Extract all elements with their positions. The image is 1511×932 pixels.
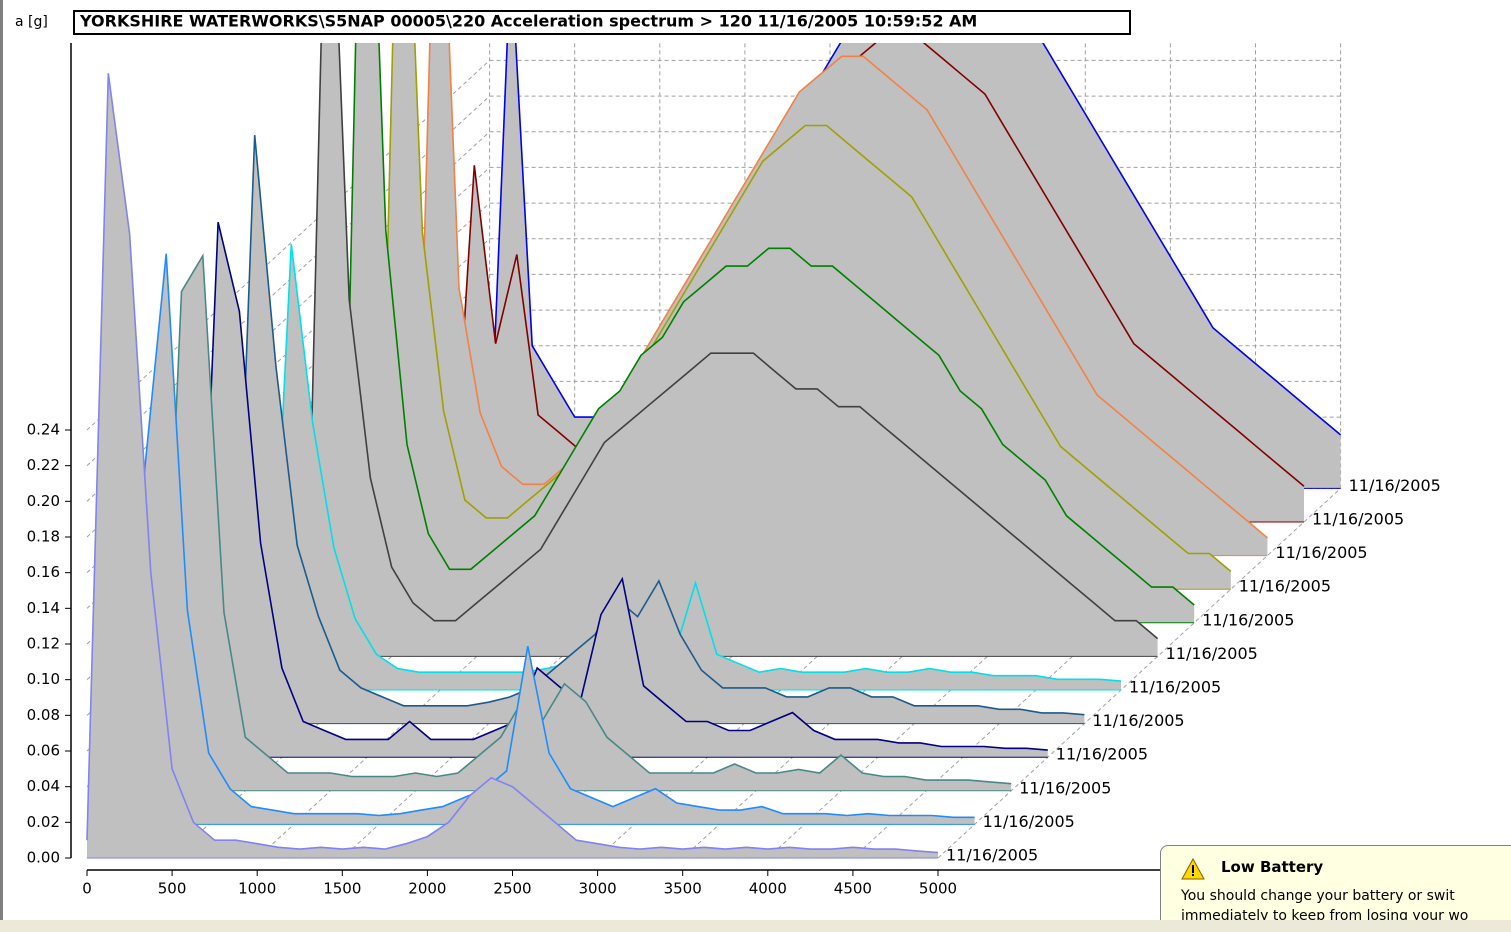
- y-tick-label: 0.16: [27, 563, 60, 581]
- x-tick-label: 0: [82, 880, 92, 898]
- legend-label: 11/16/2005: [1349, 476, 1441, 495]
- y-tick-label: 0.00: [27, 849, 60, 867]
- legend-label: 11/16/2005: [1312, 510, 1404, 529]
- x-tick-label: 2500: [493, 880, 531, 898]
- y-tick-label: 0.18: [27, 528, 60, 546]
- y-tick-label: 0.22: [27, 456, 60, 474]
- y-tick-label: 0.14: [27, 599, 60, 617]
- y-tick-label: 0.10: [27, 670, 60, 688]
- legend-label: 11/16/2005: [983, 812, 1075, 831]
- legend-label: 11/16/2005: [1092, 711, 1184, 730]
- x-tick-label: 3000: [579, 880, 617, 898]
- legend-label: 11/16/2005: [1239, 577, 1331, 596]
- x-tick-label: 4500: [834, 880, 872, 898]
- legend-label: 11/16/2005: [946, 846, 1038, 865]
- y-tick-label: 0.20: [27, 492, 60, 510]
- status-bar: [0, 920, 1511, 932]
- x-tick-label: 500: [158, 880, 187, 898]
- notification-title: Low Battery: [1221, 858, 1511, 876]
- y-tick-label: 0.12: [27, 635, 60, 653]
- window-border: [0, 0, 3, 920]
- x-tick-label: 5000: [919, 880, 957, 898]
- legend-label: 11/16/2005: [1202, 610, 1294, 629]
- x-tick-label: 2000: [408, 880, 446, 898]
- legend-label: 11/16/2005: [1019, 778, 1111, 797]
- x-tick-label: 3500: [664, 880, 702, 898]
- window: YORKSHIRE WATERWORKS\S5NAP 00005\220 Acc…: [0, 0, 1511, 932]
- x-tick-label: 1500: [323, 880, 361, 898]
- legend-label: 11/16/2005: [1166, 644, 1258, 663]
- y-tick-label: 0.04: [27, 777, 60, 795]
- notification-text: You should change your battery or swit: [1181, 886, 1511, 906]
- x-tick-label: 1000: [238, 880, 276, 898]
- legend-label: 11/16/2005: [1056, 745, 1148, 764]
- y-tick-label: 0.02: [27, 813, 60, 831]
- y-tick-label: 0.24: [27, 421, 60, 439]
- chart: YORKSHIRE WATERWORKS\S5NAP 00005\220 Acc…: [0, 0, 1511, 920]
- y-tick-label: 0.06: [27, 742, 60, 760]
- notification-balloon[interactable]: Low Battery You should change your batte…: [1160, 845, 1511, 932]
- chart-title: YORKSHIRE WATERWORKS\S5NAP 00005\220 Acc…: [79, 12, 977, 31]
- legend-label: 11/16/2005: [1129, 678, 1221, 697]
- warning-icon: [1181, 858, 1205, 880]
- legend-label: 11/16/2005: [1275, 543, 1367, 562]
- y-axis-label: a [g]: [15, 14, 48, 30]
- y-tick-label: 0.08: [27, 706, 60, 724]
- x-tick-label: 4000: [749, 880, 787, 898]
